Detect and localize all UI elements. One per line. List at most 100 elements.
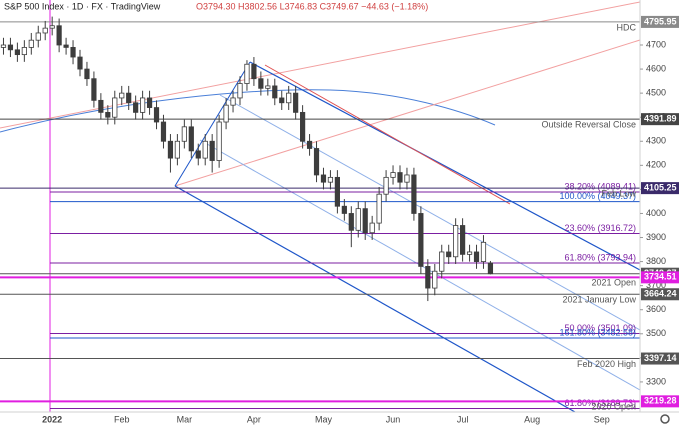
settings-icon[interactable] xyxy=(660,414,670,424)
candle-body xyxy=(174,140,180,159)
candle-body xyxy=(63,44,69,48)
candle-body xyxy=(383,176,389,195)
candle-body xyxy=(91,78,97,101)
y-tick-label: 4000 xyxy=(646,208,666,218)
y-tick-label: 4200 xyxy=(646,160,666,170)
candle-body xyxy=(133,102,139,113)
candle-body xyxy=(446,251,452,258)
drawings xyxy=(0,0,641,413)
price-badge-label: 3734.51 xyxy=(644,272,677,282)
candle-body xyxy=(466,251,473,255)
price-badge-label: 4105.25 xyxy=(644,183,677,193)
trend-line xyxy=(264,64,511,205)
price-badge-label: 4391.89 xyxy=(644,114,677,124)
level-note: Feb 2020 High xyxy=(577,359,636,369)
level-note: HDC xyxy=(617,22,637,32)
level-note: 2020 Open xyxy=(591,402,636,412)
fib-label: 61.80% (3189.73) xyxy=(564,398,636,408)
fib-label: 100.00% (4049.37) xyxy=(559,191,636,201)
candle-body xyxy=(404,174,410,183)
candle-body xyxy=(473,251,480,262)
candle-body xyxy=(480,241,487,262)
fib-label: 61.80% (3793.94) xyxy=(564,252,636,262)
axes: 3300340035003600370038003900400041004200… xyxy=(42,15,679,424)
candle-body xyxy=(84,68,90,80)
y-tick-label: 3500 xyxy=(646,328,666,338)
candle-body xyxy=(244,63,250,84)
price-badge xyxy=(641,182,679,195)
candle-body xyxy=(313,148,320,176)
candle-body xyxy=(293,92,299,113)
candle-body xyxy=(320,174,327,183)
x-tick-label: 2022 xyxy=(42,414,62,424)
candle-body xyxy=(49,25,55,29)
y-tick-label: 3700 xyxy=(646,280,666,290)
candle-body xyxy=(181,126,187,142)
candle-body xyxy=(355,208,361,231)
candle-body xyxy=(230,97,236,106)
candle-body xyxy=(140,97,146,113)
price-badge-label: 3219.28 xyxy=(644,396,677,406)
price-badge xyxy=(641,15,679,28)
candle-body xyxy=(14,49,20,56)
candle-body xyxy=(286,92,292,104)
symbol-title: S&P 500 Index · 1D · FX · TradingView xyxy=(4,1,161,11)
candle-body xyxy=(209,140,215,161)
price-badge xyxy=(641,113,679,126)
candle-body xyxy=(369,222,375,234)
channel-line xyxy=(249,61,641,271)
candle-body xyxy=(390,172,396,178)
candle-body xyxy=(397,172,403,183)
candle-body xyxy=(146,97,153,108)
candle-body xyxy=(28,39,34,48)
candle-body xyxy=(362,208,368,234)
x-tick-label: Mar xyxy=(177,414,193,424)
x-tick-label: Apr xyxy=(247,414,261,424)
price-badge xyxy=(641,271,679,284)
fib-label: 50.00% (3501.09) xyxy=(564,323,636,333)
y-tick-label: 3600 xyxy=(646,304,666,314)
price-badge-label: 4795.95 xyxy=(644,16,677,26)
candle-body xyxy=(300,111,306,142)
candle-body xyxy=(418,213,424,267)
channel-line xyxy=(174,185,576,413)
candle-body xyxy=(216,121,222,161)
candle-body xyxy=(334,176,340,207)
fib-label: 161.80% (3482.58) xyxy=(559,327,636,337)
candle-body xyxy=(251,63,257,80)
candle-body xyxy=(42,27,48,34)
candle-body xyxy=(425,266,431,289)
candle-body xyxy=(21,47,27,56)
x-tick-label: Sep xyxy=(594,414,610,424)
candle-body xyxy=(188,126,194,152)
fib-label: 38.20% (4089.41) xyxy=(564,181,636,191)
candle-body xyxy=(279,97,285,104)
candle-body xyxy=(7,44,14,51)
trend-line xyxy=(0,1,641,129)
price-badge-label: 3664.24 xyxy=(644,289,677,299)
candle-body xyxy=(265,85,271,89)
level-note: Outside Reversal Close xyxy=(541,120,636,130)
candle-body xyxy=(341,205,347,214)
level-note: Feb Low xyxy=(601,189,636,199)
candle-body xyxy=(258,78,264,89)
candle-body xyxy=(70,47,76,58)
y-tick-label: 3800 xyxy=(646,256,666,266)
pitchfork-handle xyxy=(174,61,251,187)
candle-body xyxy=(348,213,354,231)
candle-body xyxy=(432,270,438,289)
trend-line xyxy=(174,39,641,187)
candle-body xyxy=(77,56,83,70)
candle-body xyxy=(56,25,62,46)
candle-body xyxy=(98,99,104,113)
candle-body xyxy=(153,107,160,123)
candle-body xyxy=(119,92,125,99)
level-note: 2021 Open xyxy=(591,278,636,288)
y-tick-label: 4500 xyxy=(646,88,666,98)
candle-body xyxy=(460,225,466,255)
plot: 38.20% (4089.41)100.00% (4049.37) 23.60% … xyxy=(0,16,640,412)
level-note: 2021 January Low xyxy=(562,295,636,305)
candle-body xyxy=(453,225,459,258)
x-tick-label: Feb xyxy=(114,414,130,424)
